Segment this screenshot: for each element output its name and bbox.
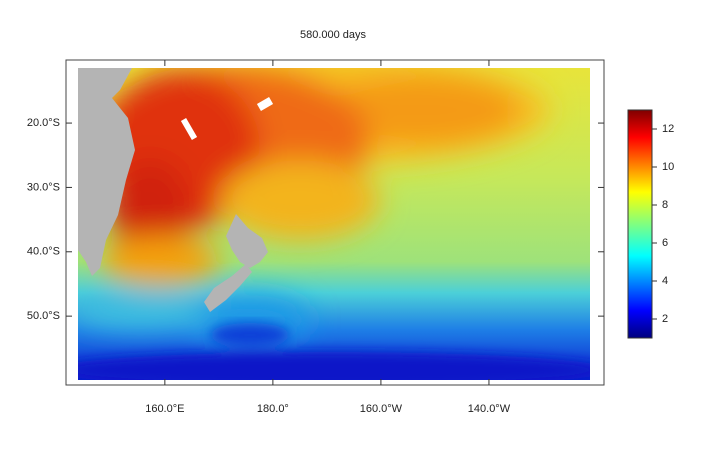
y-tick-label: 50.0°S (27, 310, 60, 322)
x-tick-label: 180.0° (257, 403, 289, 415)
colorbar-tick-label: 8 (662, 199, 668, 211)
land-nz-north (226, 214, 268, 268)
land-nz-south (204, 264, 252, 312)
colorbar-tick-label: 4 (662, 275, 668, 287)
colorbar-tick-label: 6 (662, 237, 668, 249)
colorbar-tick-label: 10 (662, 161, 674, 173)
y-tick-label: 40.0°S (27, 246, 60, 258)
sst-field (78, 68, 590, 380)
y-tick-label: 30.0°S (27, 181, 60, 193)
colorbar (627, 109, 653, 339)
x-tick-label: 140.0°W (468, 403, 511, 415)
x-tick-label: 160.0°W (360, 403, 403, 415)
land-island (256, 97, 274, 111)
colorbar-tick-label: 12 (662, 123, 674, 135)
land-australia (78, 68, 135, 276)
x-tick-label: 160.0°E (145, 403, 184, 415)
y-tick-label: 20.0°S (27, 117, 60, 129)
title: 580.000 days (300, 29, 367, 41)
land-island (180, 117, 198, 141)
colorbar-tick-label: 2 (662, 313, 668, 325)
